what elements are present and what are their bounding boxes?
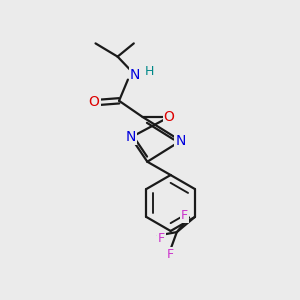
Text: H: H xyxy=(144,65,154,78)
Text: N: N xyxy=(126,130,136,144)
Text: F: F xyxy=(167,248,174,261)
Text: F: F xyxy=(158,232,165,245)
Text: N: N xyxy=(130,68,140,82)
Text: F: F xyxy=(181,209,188,223)
Text: N: N xyxy=(176,134,186,148)
Text: O: O xyxy=(88,95,100,109)
Text: O: O xyxy=(164,110,175,124)
